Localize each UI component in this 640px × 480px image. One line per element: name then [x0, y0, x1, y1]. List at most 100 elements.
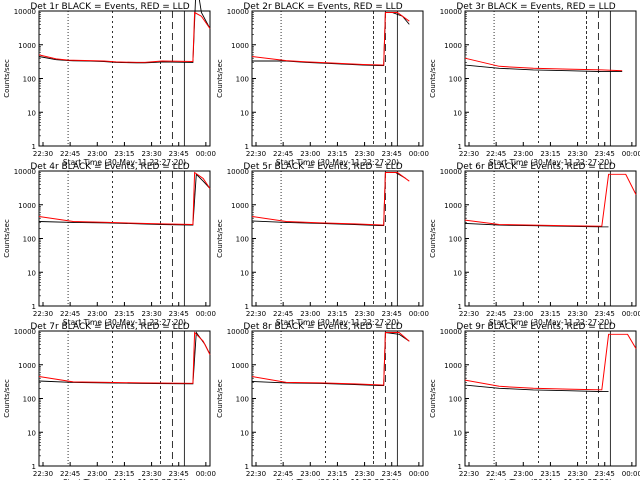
panel-title: Det 8r BLACK = Events, RED = LLD [243, 322, 402, 332]
series-events [465, 65, 622, 72]
panel-title: Det 4r BLACK = Events, RED = LLD [30, 162, 189, 172]
x-tick-label: 23:15 [114, 150, 134, 158]
x-tick-label: 22:30 [33, 470, 53, 478]
x-tick-label: 23:30 [567, 310, 587, 318]
x-tick-label: 23:15 [327, 470, 347, 478]
x-tick-label: 23:15 [327, 150, 347, 158]
y-tick-label: 10 [27, 269, 36, 277]
y-axis-label: Counts/sec [3, 219, 11, 258]
x-tick-label: 23:15 [540, 470, 560, 478]
x-tick-label: 23:00 [513, 470, 533, 478]
y-tick-label: 1 [458, 463, 462, 471]
y-axis-label: Counts/sec [3, 379, 11, 418]
series-lld [252, 173, 409, 226]
x-axis-label: Start Time (30-May-11 22:27:20) [489, 158, 612, 167]
y-tick-label: 10000 [227, 8, 249, 16]
panel-title: Det 2r BLACK = Events, RED = LLD [243, 2, 402, 12]
y-tick-label: 10 [240, 109, 249, 117]
x-tick-label: 22:30 [246, 310, 266, 318]
panel-title: Det 3r BLACK = Events, RED = LLD [456, 2, 615, 12]
series-events [465, 385, 609, 392]
x-tick-label: 22:45 [60, 150, 80, 158]
y-tick-label: 1000 [231, 362, 249, 370]
x-tick-label: 23:30 [354, 310, 374, 318]
y-tick-label: 10 [453, 109, 462, 117]
x-tick-label: 22:30 [459, 310, 479, 318]
y-axis-label: Counts/sec [429, 59, 437, 98]
panel-6: Det 6r BLACK = Events, RED = LLD 1 10 100 10… [429, 162, 640, 327]
y-tick-label: 1000 [18, 362, 36, 370]
x-tick-label: 23:30 [567, 150, 587, 158]
y-tick-label: 100 [236, 396, 249, 404]
y-tick-label: 100 [449, 76, 462, 84]
x-tick-label: 00:00 [409, 310, 429, 318]
y-tick-label: 1000 [18, 202, 36, 210]
series-lld [465, 58, 622, 70]
y-tick-label: 10 [240, 429, 249, 437]
series-lld [465, 334, 636, 390]
series-lld [465, 174, 636, 226]
panel-1: Det 1r BLACK = Events, RED = LLD 1 10 100 10… [3, 0, 216, 167]
y-tick-label: 1 [245, 303, 249, 311]
x-tick-label: 22:45 [273, 470, 293, 478]
y-axis-label: Counts/sec [216, 59, 224, 98]
x-tick-label: 22:45 [486, 310, 506, 318]
x-tick-label: 23:30 [141, 150, 161, 158]
y-tick-label: 10 [453, 269, 462, 277]
x-axis-label: Start Time (30-May-11 22:27:20) [489, 318, 612, 327]
x-tick-label: 22:45 [60, 470, 80, 478]
y-axis-label: Counts/sec [429, 219, 437, 258]
y-tick-label: 1 [32, 463, 36, 471]
x-tick-label: 00:00 [196, 470, 216, 478]
x-tick-label: 23:15 [540, 150, 560, 158]
panel-5: Det 5r BLACK = Events, RED = LLD 1 10 100 10… [216, 162, 429, 327]
y-tick-label: 10 [240, 269, 249, 277]
x-tick-label: 23:30 [354, 150, 374, 158]
x-tick-label: 23:00 [513, 150, 533, 158]
series-lld [39, 173, 210, 225]
y-tick-label: 10000 [14, 8, 36, 16]
x-tick-label: 23:00 [300, 310, 320, 318]
y-axis-label: Counts/sec [216, 379, 224, 418]
x-tick-label: 22:30 [459, 470, 479, 478]
y-tick-label: 10000 [227, 168, 249, 176]
series-events [465, 223, 609, 227]
x-tick-label: 23:45 [382, 150, 402, 158]
panel-title: Det 9r BLACK = Events, RED = LLD [456, 322, 615, 332]
x-tick-label: 23:15 [540, 310, 560, 318]
x-axis-label: Start Time (30-May-11 22:27:20) [63, 158, 186, 167]
y-tick-label: 100 [23, 76, 36, 84]
panel-title: Det 6r BLACK = Events, RED = LLD [456, 162, 615, 172]
x-tick-label: 22:45 [273, 150, 293, 158]
y-tick-label: 10000 [227, 328, 249, 336]
x-tick-label: 23:45 [382, 470, 402, 478]
y-tick-label: 10000 [14, 328, 36, 336]
x-tick-label: 23:45 [382, 310, 402, 318]
y-axis-label: Counts/sec [3, 59, 11, 98]
x-tick-label: 23:00 [87, 150, 107, 158]
y-axis-label: Counts/sec [429, 379, 437, 418]
y-tick-label: 10 [27, 429, 36, 437]
series-lld [252, 13, 409, 66]
x-tick-label: 23:30 [141, 310, 161, 318]
panel-4: Det 4r BLACK = Events, RED = LLD 1 10 100 10… [3, 162, 216, 327]
y-tick-label: 1000 [444, 202, 462, 210]
x-tick-label: 22:30 [246, 150, 266, 158]
x-tick-label: 23:15 [114, 470, 134, 478]
panel-8: Det 8r BLACK = Events, RED = LLD 1 10 100 10… [216, 322, 429, 480]
x-tick-label: 00:00 [196, 310, 216, 318]
y-tick-label: 1 [32, 143, 36, 151]
x-tick-label: 23:00 [87, 310, 107, 318]
y-tick-label: 1000 [18, 42, 36, 50]
y-tick-label: 10000 [440, 8, 462, 16]
x-tick-label: 23:45 [595, 310, 615, 318]
panel-2: Det 2r BLACK = Events, RED = LLD 1 10 100 10… [216, 2, 429, 167]
x-tick-label: 23:00 [300, 150, 320, 158]
x-tick-label: 22:30 [33, 150, 53, 158]
x-tick-label: 23:45 [169, 470, 189, 478]
x-tick-label: 23:15 [114, 310, 134, 318]
y-tick-label: 100 [449, 236, 462, 244]
series-events [39, 174, 210, 225]
x-tick-label: 00:00 [622, 310, 640, 318]
